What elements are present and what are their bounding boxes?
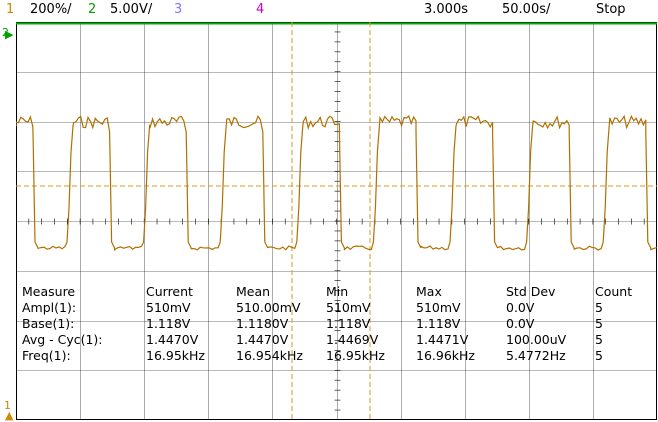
measurement-label: Avg - Cyc(1): xyxy=(22,332,103,347)
measurement-mean: 510.00mV xyxy=(236,300,301,315)
waveform-graticule xyxy=(16,22,657,420)
measurement-label: Freq(1): xyxy=(22,348,71,363)
channel-2-label[interactable]: 2 xyxy=(88,2,97,17)
timebase[interactable]: 50.00s/ xyxy=(502,2,551,17)
run-stop-status[interactable]: Stop xyxy=(596,2,626,17)
header-measure: Measure xyxy=(22,284,76,299)
measurement-min: 510mV xyxy=(326,300,371,315)
channel-1-scale[interactable]: 200%/ xyxy=(30,2,72,17)
measurement-count: 5 xyxy=(595,300,603,315)
graticule-grid xyxy=(16,22,657,420)
channel-1-trace xyxy=(16,114,657,252)
measurement-min: 16.95kHz xyxy=(326,348,385,363)
header-count: Count xyxy=(595,284,633,299)
channel-2-scale[interactable]: 5.00V/ xyxy=(110,2,153,17)
measurement-std-dev: 0.0V xyxy=(506,316,535,331)
measurement-max: 1.4471V xyxy=(416,332,469,347)
measurement-min: 1.4469V xyxy=(326,332,379,347)
waveform-display[interactable] xyxy=(16,22,657,420)
channel-1-ground-marker[interactable]: 1 xyxy=(4,399,11,412)
measurement-count: 5 xyxy=(595,316,603,331)
measurement-max: 16.96kHz xyxy=(416,348,475,363)
measurement-mean: 1.1180V xyxy=(236,316,289,331)
measurement-min: 1.118V xyxy=(326,316,371,331)
header-std-dev: Std Dev xyxy=(506,284,556,299)
measurement-mean: 1.4470V xyxy=(236,332,289,347)
measurement-label: Ampl(1): xyxy=(22,300,77,315)
measurement-std-dev: 5.4772Hz xyxy=(506,348,566,363)
channel-1-label[interactable]: 1 xyxy=(6,2,15,17)
channel-1-ground-arrow-icon: ▲ xyxy=(5,409,14,422)
measurement-std-dev: 100.00uV xyxy=(506,332,567,347)
header-mean: Mean xyxy=(236,284,271,299)
status-bar: 1 200%/ 2 5.00V/ 3 4 3.000s 50.00s/ Stop xyxy=(0,0,658,20)
time-delay[interactable]: 3.000s xyxy=(424,2,468,17)
header-current: Current xyxy=(146,284,193,299)
measurement-current: 510mV xyxy=(146,300,191,315)
measurement-cursors[interactable] xyxy=(16,22,657,420)
measurement-current: 1.118V xyxy=(146,316,191,331)
measurement-count: 5 xyxy=(595,332,603,347)
measurement-current: 1.4470V xyxy=(146,332,199,347)
measurement-count: 5 xyxy=(595,348,603,363)
channel-3-label[interactable]: 3 xyxy=(174,2,183,17)
measurement-std-dev: 0.0V xyxy=(506,300,535,315)
measurement-label: Base(1): xyxy=(22,316,75,331)
measurement-max: 510mV xyxy=(416,300,461,315)
measurement-max: 1.118V xyxy=(416,316,461,331)
channel-2-ground-arrow-icon: ▶ xyxy=(5,28,14,41)
measurement-current: 16.95kHz xyxy=(146,348,205,363)
header-min: Min xyxy=(326,284,349,299)
measurement-mean: 16.954kHz xyxy=(236,348,303,363)
channel-2-ground-marker[interactable]: 2 xyxy=(2,26,9,39)
channel-4-label[interactable]: 4 xyxy=(256,2,265,17)
header-max: Max xyxy=(416,284,442,299)
